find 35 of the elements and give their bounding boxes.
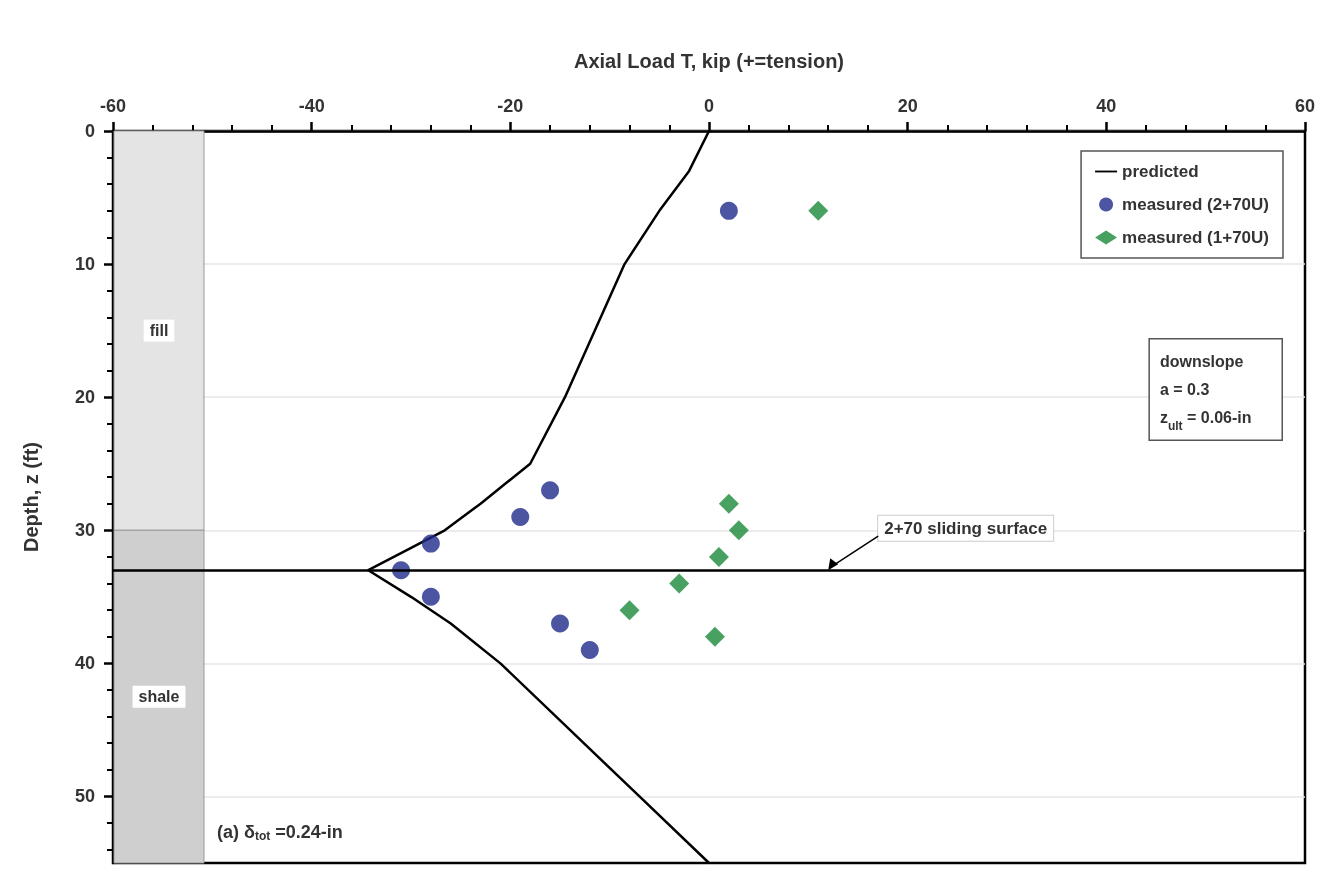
x-tick-label: 20	[897, 96, 918, 116]
point	[808, 200, 829, 221]
point	[421, 534, 440, 553]
point	[669, 573, 690, 594]
y-tick-label: 20	[74, 387, 95, 408]
point	[708, 546, 729, 567]
band-label: fill	[149, 322, 169, 340]
y-tick-label: 50	[74, 786, 95, 807]
point	[719, 201, 738, 220]
x-tick-label: -40	[298, 96, 325, 116]
point	[718, 493, 739, 514]
y-tick-label: 0	[84, 121, 95, 141]
legend-label: measured (1+70U)	[1122, 228, 1270, 247]
y-axis-title: Depth, z (ft)	[20, 442, 42, 552]
x-tick-label: -60	[99, 96, 127, 116]
x-tick-label: 60	[1294, 96, 1316, 116]
point	[421, 587, 440, 606]
x-tick-label: 0	[703, 96, 715, 116]
point	[511, 507, 530, 526]
y-tick-label: 40	[74, 653, 95, 674]
x-tick-label: -20	[497, 96, 524, 116]
point	[541, 481, 560, 500]
point	[619, 600, 640, 621]
point	[728, 520, 749, 541]
x-tick-label: 40	[1096, 96, 1117, 116]
y-tick-label: 10	[74, 254, 95, 275]
x-axis-title: Axial Load T, kip (+=tension)	[573, 50, 845, 72]
ref-line-label: 2+70 sliding surface	[884, 518, 1048, 538]
y-tick-label: 30	[74, 520, 95, 541]
legend-label: measured (2+70U)	[1122, 195, 1270, 214]
legend-label: predicted	[1122, 162, 1199, 181]
point	[704, 626, 725, 647]
point	[580, 641, 599, 660]
point	[551, 614, 569, 633]
band-label: shale	[138, 688, 180, 706]
